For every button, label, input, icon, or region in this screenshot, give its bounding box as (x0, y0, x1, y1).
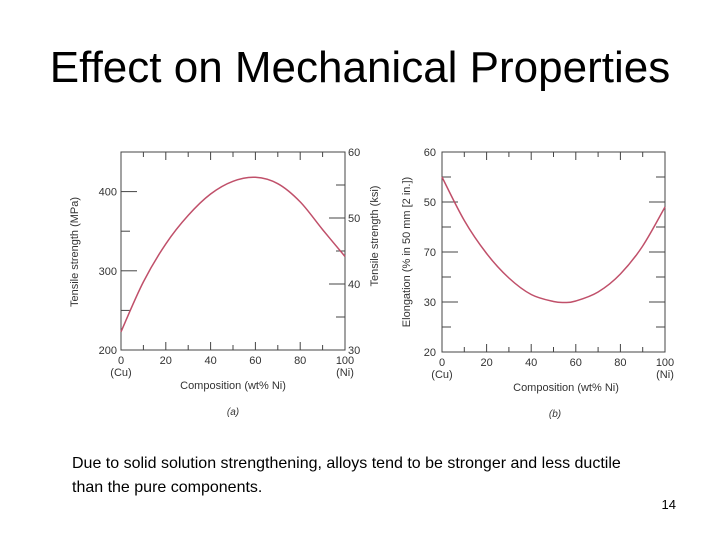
y2-tick-label: 50 (348, 213, 360, 225)
y2-tick-label: 40 (348, 279, 360, 291)
x-end-label-left: (Cu) (431, 369, 452, 381)
x-tick-label: 0 (118, 355, 124, 367)
x-tick-label: 100 (656, 357, 674, 369)
y2-axis-title: Tensile strength (ksi) (369, 186, 381, 287)
x-tick-label: 100 (336, 355, 354, 367)
panel-label: (b) (549, 409, 561, 420)
panel-label: (a) (227, 407, 239, 418)
x-tick-label: 20 (160, 355, 172, 367)
y-axis-title: Elongation (% in 50 mm [2 in.]) (401, 177, 413, 327)
plot-frame (441, 151, 666, 353)
x-tick-label: 80 (614, 357, 626, 369)
data-line (441, 176, 666, 304)
x-tick-label: 0 (439, 357, 445, 369)
x-axis-title: Composition (wt% Ni) (513, 382, 619, 394)
x-tick-label: 20 (480, 357, 492, 369)
x-end-label-right: (Ni) (656, 369, 674, 381)
chart-elongation: 0 20 40 60 80 100(Cu) (Ni)Composition (wt% Ni)… (401, 147, 674, 420)
page-number: 14 (661, 497, 676, 512)
slide-caption: Due to solid solution strengthening, all… (72, 455, 621, 496)
x-end-label-left: (Cu) (110, 367, 131, 379)
y-tick-label: 400 (99, 187, 117, 199)
x-tick-label: 60 (570, 357, 582, 369)
y-axis-title: Tensile strength (MPa) (69, 197, 81, 307)
y-tick-label: 50 (424, 197, 436, 209)
x-axis-title: Composition (wt% Ni) (180, 380, 286, 392)
y-tick-label: 20 (424, 347, 436, 359)
x-end-label-right: (Ni) (336, 367, 354, 379)
y-tick-label: 300 (99, 266, 117, 278)
y-tick-label: 200 (99, 345, 117, 357)
x-tick-label: 40 (525, 357, 537, 369)
chart-tensile-strength: 0 20 40 60 80 100 (Cu) (Ni) Composition (wt% Ni)… (69, 147, 381, 418)
data-line (120, 176, 346, 333)
y-tick-label: 30 (424, 297, 436, 309)
x-tick-label: 80 (294, 355, 306, 367)
x-tick-label: 40 (204, 355, 216, 367)
y-tick-label: 70 (424, 247, 436, 259)
slide-title: Effect on Mechanical Properties (49, 43, 671, 92)
y2-tick-label: 30 (348, 345, 360, 357)
x-tick-label: 60 (249, 355, 261, 367)
y-tick-label: 60 (424, 147, 436, 159)
y2-tick-label: 60 (348, 147, 360, 159)
